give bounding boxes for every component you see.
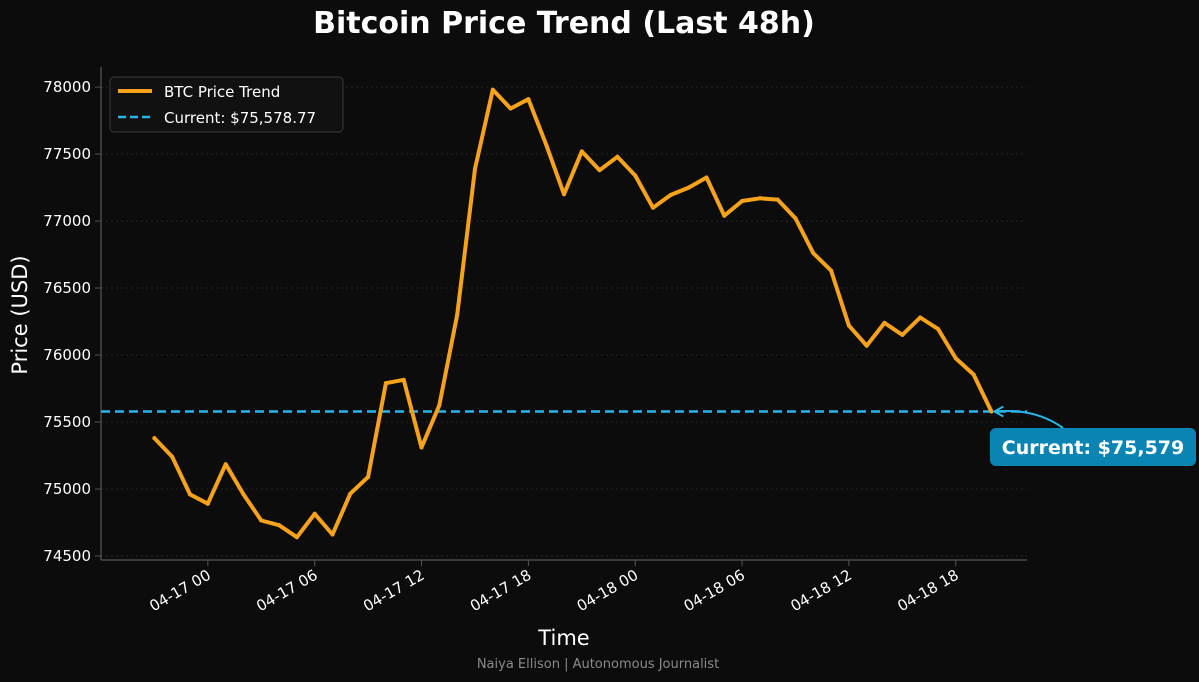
y-axis-label: Price (USD) xyxy=(8,255,32,374)
price-point xyxy=(846,323,851,328)
price-point xyxy=(170,454,175,459)
price-point xyxy=(651,205,656,210)
price-point xyxy=(757,196,762,201)
price-point xyxy=(312,511,317,516)
y-tick-label: 76500 xyxy=(43,279,91,297)
btc-price-line xyxy=(152,87,994,540)
y-tick-label: 77500 xyxy=(43,145,91,163)
price-point xyxy=(793,216,798,221)
price-point xyxy=(935,326,940,331)
current-price-annotation: Current: $75,579 xyxy=(990,405,1196,466)
price-point xyxy=(579,149,584,154)
y-tick-label: 77000 xyxy=(43,212,91,230)
y-tick-label: 76000 xyxy=(43,346,91,364)
price-point xyxy=(633,173,638,178)
price-point xyxy=(722,213,727,218)
price-point xyxy=(668,192,673,197)
price-point xyxy=(419,445,424,450)
price-point xyxy=(864,343,869,348)
price-point xyxy=(615,154,620,159)
y-tick-label: 75500 xyxy=(43,413,91,431)
price-point xyxy=(900,332,905,337)
price-point xyxy=(829,268,834,273)
price-point xyxy=(597,168,602,173)
price-point xyxy=(811,251,816,256)
price-point xyxy=(294,535,299,540)
price-points xyxy=(152,87,994,540)
price-point xyxy=(330,532,335,537)
axes-spines xyxy=(100,67,1027,561)
price-point xyxy=(241,492,246,497)
price-point xyxy=(205,501,210,506)
price-point xyxy=(989,409,994,414)
y-tick-label: 75000 xyxy=(43,480,91,498)
x-axis-label: Time xyxy=(537,626,589,650)
callout-label: Current: $75,579 xyxy=(1002,437,1184,459)
price-point xyxy=(526,97,531,102)
price-point xyxy=(775,197,780,202)
callout-arrowhead xyxy=(992,405,1004,418)
callout-box xyxy=(990,428,1196,466)
price-point xyxy=(455,312,460,317)
legend-label-price: BTC Price Trend xyxy=(164,83,280,101)
price-point xyxy=(401,377,406,382)
price-point xyxy=(472,166,477,171)
price-point xyxy=(348,491,353,496)
price-point xyxy=(437,403,442,408)
price-point xyxy=(686,185,691,190)
legend-frame xyxy=(109,76,344,133)
legend-label-current: Current: $75,578.77 xyxy=(164,109,316,127)
footer-credit: Naiya Ellison | Autonomous Journalist xyxy=(477,657,719,672)
price-point xyxy=(740,198,745,203)
price-point xyxy=(544,142,549,147)
grid-lines xyxy=(101,86,1027,557)
price-point xyxy=(882,320,887,325)
price-point xyxy=(366,474,371,479)
price-point xyxy=(971,372,976,377)
y-tick-label: 74500 xyxy=(43,547,91,565)
price-point xyxy=(223,462,228,467)
price-point xyxy=(562,192,566,197)
price-point xyxy=(277,523,282,528)
price-point xyxy=(508,106,513,111)
price-point xyxy=(152,436,157,441)
price-point xyxy=(383,381,388,386)
price-point xyxy=(704,175,709,180)
y-tick-label: 78000 xyxy=(43,78,91,96)
y-axis-ticks: 74500 75000 75500 76000 76500 77000 77500 78000 xyxy=(43,78,101,565)
price-point xyxy=(259,518,264,523)
price-point xyxy=(490,87,495,92)
callout-arrow xyxy=(995,409,1064,429)
legend: BTC Price Trend Current: $75,578.77 xyxy=(109,76,344,133)
price-point xyxy=(953,356,958,361)
price-point xyxy=(188,492,193,497)
price-point xyxy=(918,315,923,320)
chart-title: Bitcoin Price Trend (Last 48h) xyxy=(313,6,815,41)
